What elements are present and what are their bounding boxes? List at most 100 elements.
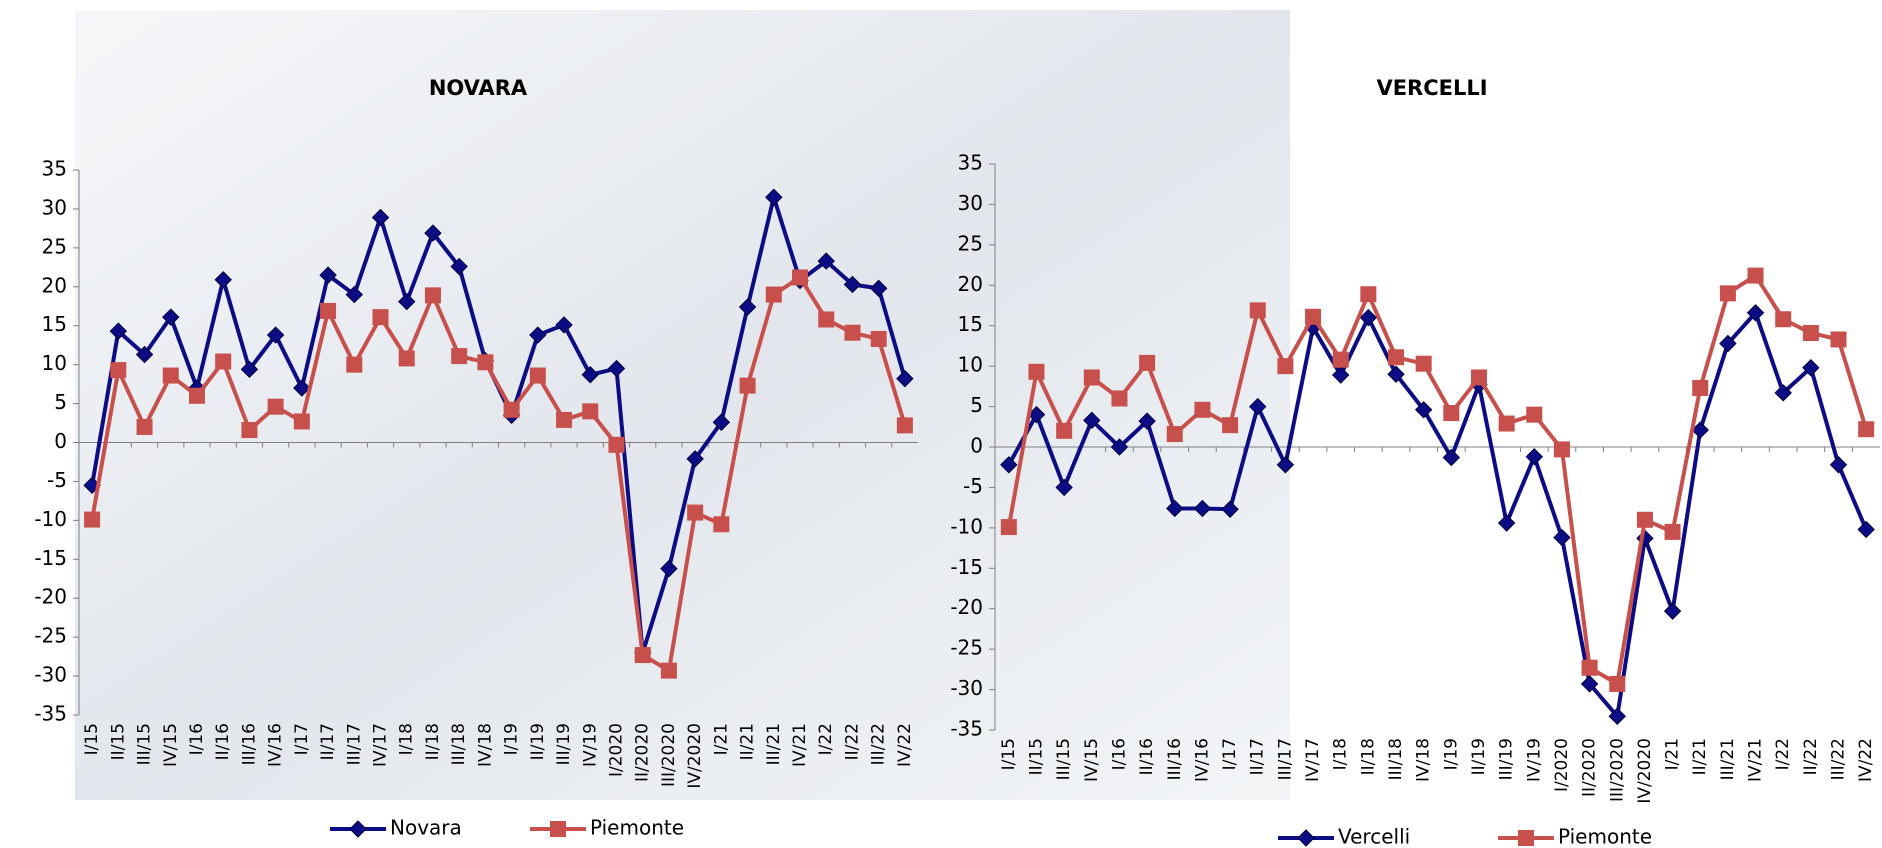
x-tick-label: I/2020 [606,723,626,777]
x-tick-label: IV/16 [1192,738,1212,782]
marker [1636,511,1653,528]
marker [345,285,364,304]
marker [424,287,441,304]
marker [1222,417,1239,434]
marker [607,359,626,378]
x-tick-label: II/15 [1026,738,1046,775]
legend-label: Vercelli [1338,825,1410,848]
legend-label: Novara [390,816,462,840]
marker [844,324,861,341]
y-tick-label: 10 [42,351,67,375]
x-tick-label: I/15 [82,723,102,755]
marker [1775,311,1792,328]
marker [1553,528,1571,547]
marker [1663,602,1682,620]
chart-title: VERCELLI [1376,76,1487,100]
y-tick-label: 30 [42,195,67,219]
marker [869,279,888,298]
y-tick-label: -35 [950,717,983,741]
x-tick-label: I/17 [292,723,312,755]
y-tick-label: -25 [34,624,67,648]
marker [1636,529,1654,548]
marker [1249,397,1267,416]
x-tick-label: I/22 [816,723,836,755]
marker [686,450,704,468]
x-tick-label: II/22 [842,723,862,760]
x-tick-label: I/22 [1773,738,1793,770]
series-line [1006,272,1869,688]
marker [1000,456,1018,474]
legend-label: Piemonte [1558,825,1652,848]
x-tick-label: IV/15 [1082,738,1102,782]
x-tick-label: III/15 [1054,738,1074,780]
marker [843,275,862,294]
x-tick-label: II/21 [738,723,758,760]
x-tick-label: IV/2020 [685,723,705,789]
x-tick-label: I/18 [1331,738,1351,770]
marker [1553,441,1570,458]
marker [240,360,259,379]
marker [477,354,494,371]
background-image [75,10,1290,800]
x-tick-label: III/22 [869,723,889,765]
x-tick-label: IV/18 [1414,738,1434,782]
marker [84,511,101,528]
x-tick-label: IV/16 [266,723,286,767]
x-tick-label: II/21 [1690,738,1710,775]
x-tick-label: III/19 [1497,738,1517,780]
marker [1470,369,1487,386]
x-tick-label: II/18 [423,723,443,760]
marker [293,379,311,397]
marker [608,436,625,453]
x-tick-label: III/2020 [1607,738,1627,802]
marker [1829,456,1848,474]
x-tick-label: II/16 [213,723,233,760]
x-tick-label: III/17 [344,723,364,765]
x-tick-label: I/15 [999,738,1019,770]
marker [1166,499,1184,518]
x-tick-label: III/18 [449,723,469,765]
marker [1138,412,1156,430]
legend-marker [349,820,367,838]
x-tick-label: III/15 [135,723,155,765]
marker [660,559,678,578]
marker [1276,456,1295,474]
marker [1359,308,1378,327]
marker [162,308,180,326]
x-tick-label: I/2020 [1552,738,1572,792]
marker [712,413,731,431]
x-tick-label: III/2020 [659,723,679,787]
marker [687,504,704,521]
marker [1277,358,1294,375]
y-tick-label: 15 [42,312,67,336]
marker [1830,331,1847,348]
marker [1746,304,1765,322]
marker [241,422,258,439]
marker [1221,500,1239,518]
y-tick-label: -10 [950,514,983,538]
x-tick-label: III/17 [1275,738,1295,780]
x-tick-label: III/21 [1718,738,1738,780]
marker [398,350,415,367]
y-tick-label: 0 [970,434,983,458]
marker [1719,334,1737,353]
y-tick-label: -15 [950,555,983,579]
marker [503,401,520,418]
y-tick-label: 30 [958,191,983,215]
marker [1305,308,1322,325]
x-tick-label: I/18 [397,723,417,755]
x-tick-label: II/19 [528,723,548,760]
marker [1110,438,1129,456]
marker [817,252,835,270]
marker [1415,355,1432,372]
marker [1056,422,1073,439]
marker [1692,379,1709,396]
x-tick-label: IV/17 [371,723,391,767]
y-tick-label: 20 [42,273,67,297]
x-tick-label: IV/21 [1746,738,1766,782]
marker [1332,351,1349,368]
x-tick-label: I/17 [1220,738,1240,770]
marker [556,411,573,428]
marker [1443,405,1460,422]
marker [581,366,599,384]
